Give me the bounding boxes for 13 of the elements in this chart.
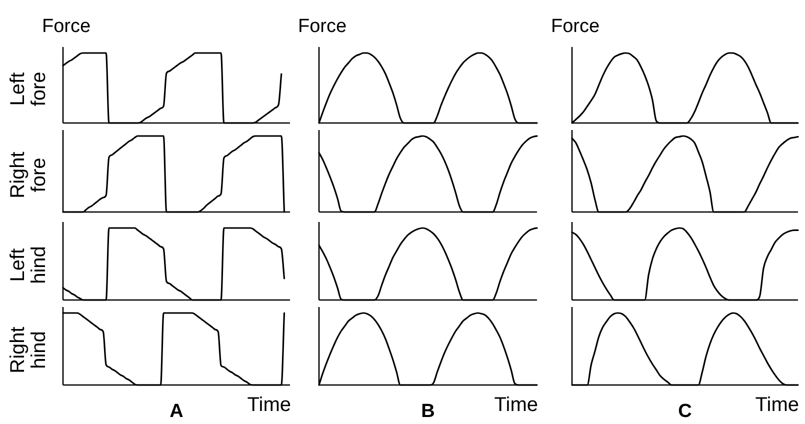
y-axis-title: Left fore	[7, 70, 50, 108]
x-axis-title: Time	[755, 394, 799, 416]
y-axis-title: Left hind	[7, 245, 50, 286]
x-axis-title: Time	[494, 394, 538, 416]
text: C	[678, 401, 692, 422]
chart-title: Force	[551, 16, 600, 37]
y-axis-title: Right hind	[7, 326, 50, 376]
x-axis-title: Time	[247, 394, 291, 416]
chart-title: Force	[42, 16, 91, 37]
chart-title: Force	[298, 16, 347, 37]
text: B	[421, 401, 435, 422]
y-axis-title: Right fore	[7, 150, 50, 200]
text: A	[170, 401, 184, 422]
